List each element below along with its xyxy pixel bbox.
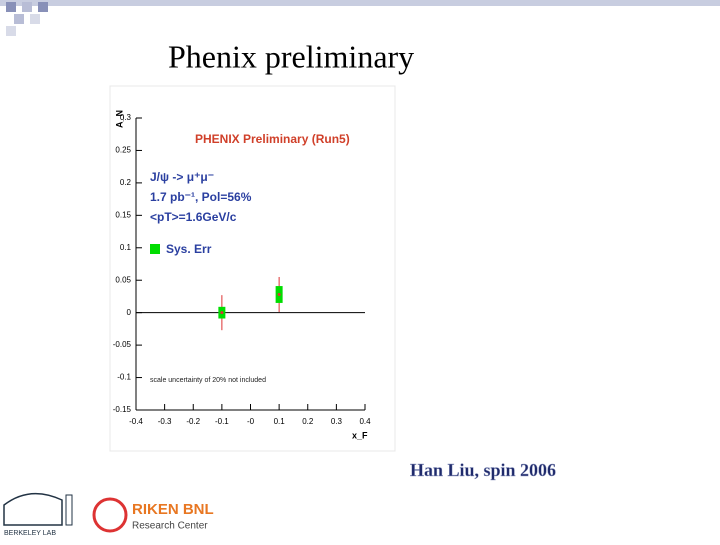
x-tick-label: 0.4 [359,417,371,426]
square [30,14,40,24]
logo-shape [65,494,73,526]
y-tick-label: -0.05 [113,340,132,349]
decor [0,0,720,452]
x-tick-label: -0 [247,417,255,426]
square [6,26,16,36]
square [38,2,48,12]
x-tick-label: 0.3 [331,417,343,426]
x-tick-label: -0.4 [129,417,143,426]
logo-riken: RIKEN BNL Research Center [92,497,214,533]
x-tick-label: 0.1 [274,417,286,426]
y-tick-label: 0 [127,308,132,317]
x-tick-label: -0.2 [186,417,200,426]
logo-shape [92,497,128,533]
y-tick-label: 0.15 [115,210,131,219]
logo-berkeley: BERKELEY LAB [3,492,73,537]
y-tick-label: 0.05 [115,275,131,284]
x-tick-label: -0.1 [215,417,229,426]
y-tick-label: -0.15 [113,405,132,414]
x-tick-label: 0.2 [302,417,314,426]
logo-text: RIKEN BNL [132,501,214,518]
chart-frame [109,85,396,452]
chart-title: PHENIX Preliminary (Run5) [195,132,350,146]
square [14,14,24,24]
annotation: J/ψ -> μ⁺μ⁻ [150,170,214,184]
square [6,2,16,12]
y-tick-label: 0.2 [120,178,132,187]
logo-text: BERKELEY LAB [4,530,56,537]
point [277,292,281,296]
y-tick-label: 0.25 [115,146,131,155]
y-tick-label: 0.3 [120,113,132,122]
top-band [0,0,720,6]
y-tick-label: -0.1 [117,373,131,382]
y-axis-label: A_N [114,110,124,128]
point [220,311,224,315]
logo-text: Research Center [132,521,208,532]
x-tick-label: -0.3 [158,417,172,426]
x-axis-label: x_F [352,430,368,440]
legend-swatch [150,244,160,254]
logo-shape [3,492,63,526]
footer: Han Liu, spin 2006 [410,460,556,480]
slide-title: Phenix preliminary [168,38,414,74]
y-tick-label: 0.1 [120,243,132,252]
square [22,2,32,12]
legend-label: Sys. Err [166,242,212,256]
annotation: <pT>=1.6GeV/c [150,210,237,224]
annotation: scale uncertainty of 20% not included [150,377,266,384]
annotation: 1.7 pb⁻¹, Pol=56% [150,190,252,204]
